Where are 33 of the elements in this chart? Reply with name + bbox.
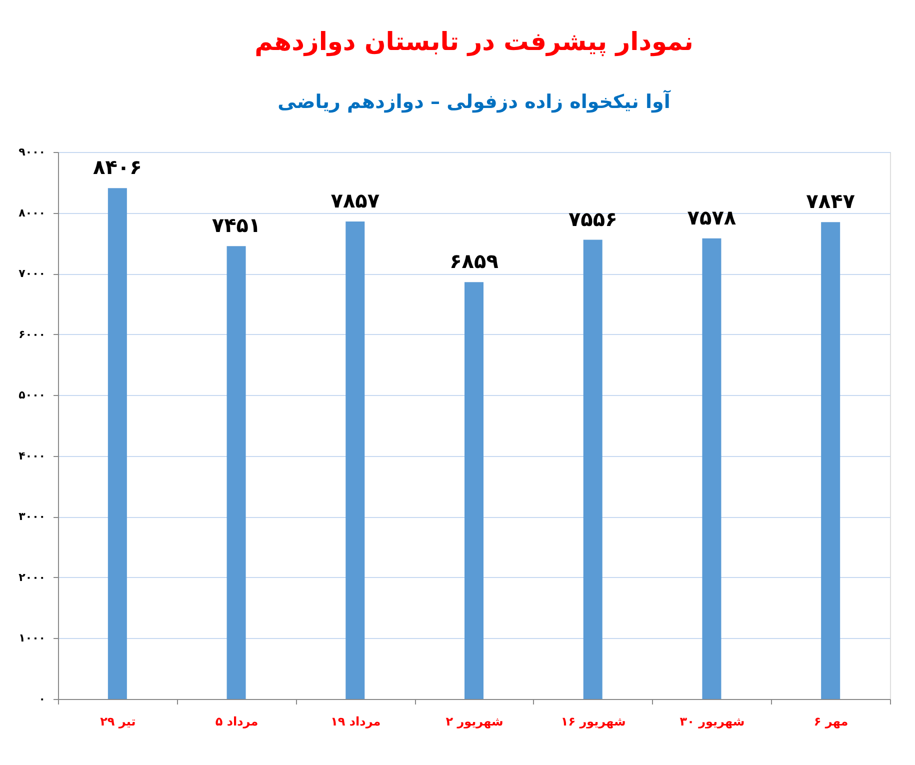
chart-subtitle: آوا نیکخواه زاده دزفولی – دوازدهم ریاضی bbox=[278, 89, 671, 113]
bar bbox=[821, 222, 840, 699]
bar bbox=[464, 282, 484, 699]
data-label: ۷۸۴۷ bbox=[806, 189, 855, 214]
y-tick-label: ۹۰۰۰ bbox=[18, 146, 46, 158]
x-tick-label: ۱۹ مرداد bbox=[330, 714, 381, 728]
data-label: ۷۸۵۷ bbox=[330, 188, 380, 212]
data-label: ۷۵۵۶ bbox=[568, 206, 618, 231]
y-tick-label: ۵۰۰۰ bbox=[18, 388, 46, 402]
x-tick-label: ۶ مهر bbox=[814, 714, 848, 728]
data-label: ۸۴۰۶ bbox=[93, 155, 142, 180]
y-tick-label: ۸۰۰۰ bbox=[18, 206, 46, 220]
chart-title: نمودار پیشرفت در تابستان دوازدهم bbox=[254, 27, 694, 57]
x-tick-label: ۳۰ شهریور bbox=[680, 714, 745, 728]
y-tick-label: ۴۰۰۰ bbox=[18, 449, 46, 462]
data-label: ۶۸۵۹ bbox=[450, 249, 498, 274]
bar bbox=[583, 240, 602, 699]
y-tick-label: ۶۰۰۰ bbox=[18, 328, 46, 341]
y-tick-label: ۱۰۰۰ bbox=[18, 632, 46, 645]
y-tick-label: ۷۰۰۰ bbox=[18, 267, 46, 280]
bar bbox=[702, 238, 722, 699]
bar bbox=[346, 221, 365, 699]
data-label: ۷۴۵۱ bbox=[212, 213, 261, 238]
bar bbox=[108, 188, 127, 699]
y-tick-label: ۰ bbox=[38, 692, 46, 706]
x-tick-label: ۱۶ شهریور bbox=[560, 714, 626, 728]
y-tick-label: ۳۰۰۰ bbox=[18, 510, 46, 524]
data-label: ۷۵۷۸ bbox=[687, 205, 736, 230]
x-tick-label: ۲ شهریور bbox=[446, 714, 504, 728]
bar bbox=[226, 246, 246, 699]
x-tick-label: ۲۹ تیر bbox=[100, 714, 136, 728]
x-tick-label: ۵ مرداد bbox=[215, 714, 258, 728]
y-tick-label: ۲۰۰۰ bbox=[18, 570, 46, 584]
